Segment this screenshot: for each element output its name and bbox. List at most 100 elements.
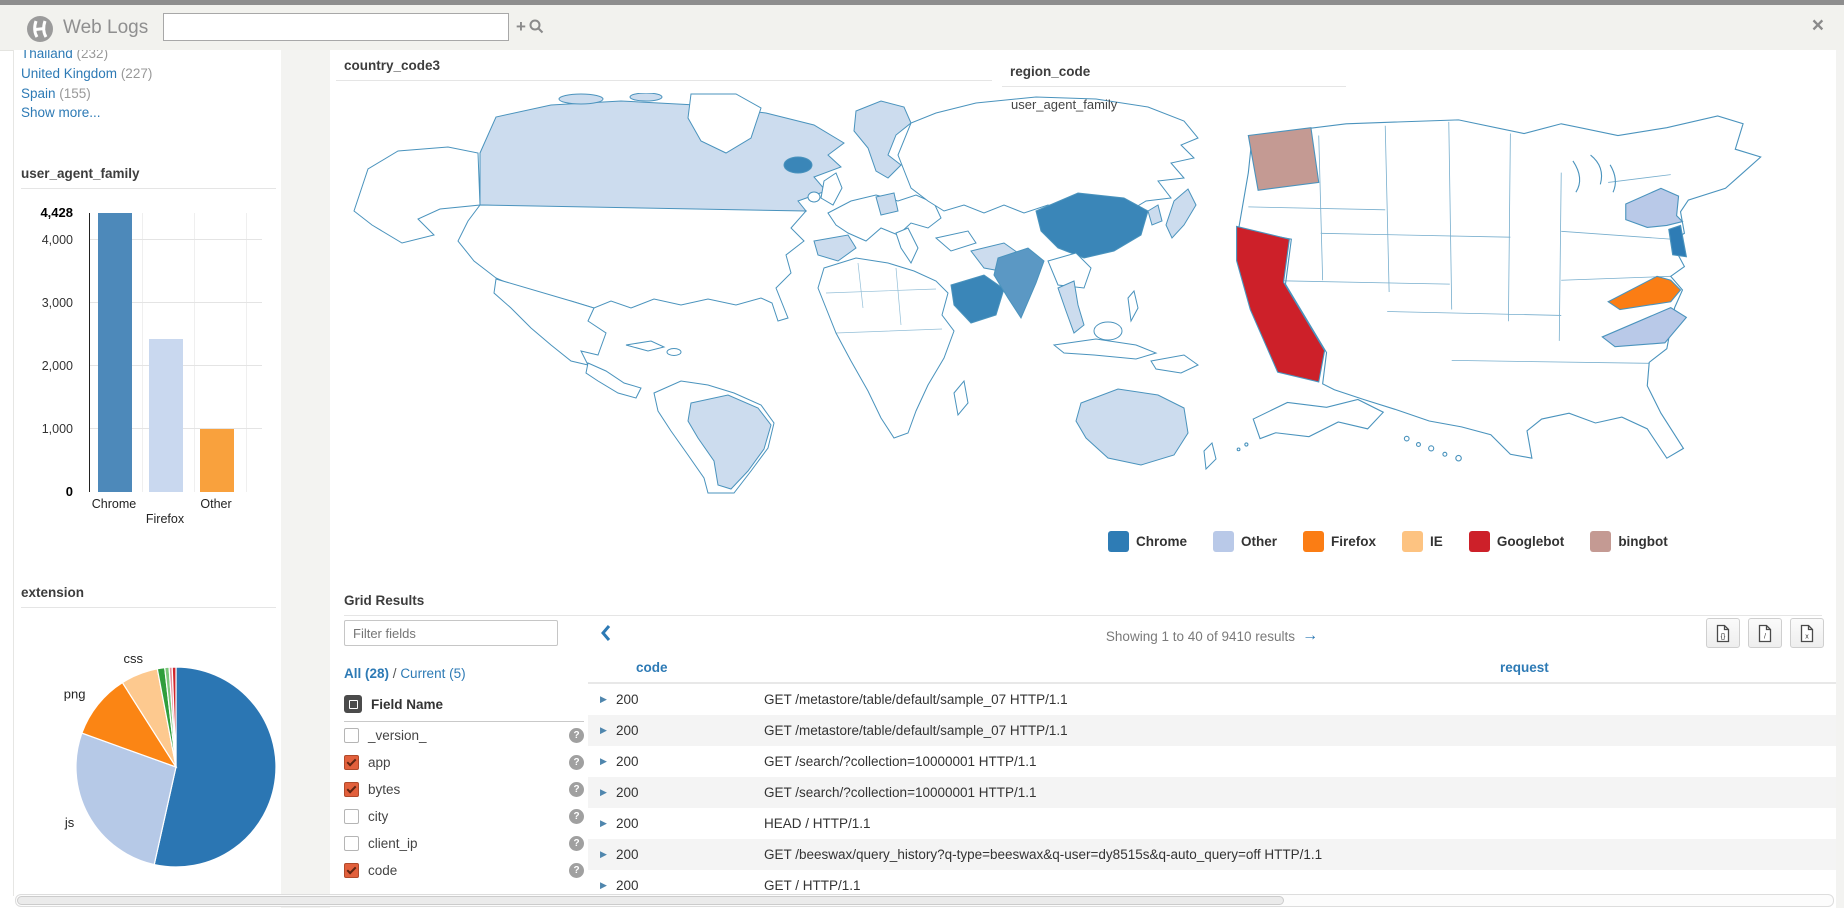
facet-sidebar: Thailand (232) United Kingdom (227) Spain … bbox=[13, 50, 281, 896]
table-row[interactable]: ▶ 200 GET /metastore/table/default/sample_… bbox=[588, 715, 1836, 746]
map-south-korea[interactable] bbox=[1148, 205, 1162, 225]
map-scandinavia[interactable] bbox=[854, 101, 911, 178]
svg-text:x: x bbox=[1805, 633, 1809, 640]
triangle-right-icon[interactable]: ▶ bbox=[600, 849, 607, 859]
table-row[interactable]: ▶ 200 GET /search/?collection=10000001 HTT… bbox=[588, 746, 1836, 777]
legend-item-bingbot: bingbot bbox=[1590, 531, 1668, 552]
map-brazil[interactable] bbox=[688, 395, 771, 489]
help-icon[interactable]: ? bbox=[569, 782, 584, 797]
table-row[interactable]: ▶ 200 HEAD / HTTP/1.1 bbox=[588, 808, 1836, 839]
triangle-right-icon[interactable]: ▶ bbox=[600, 787, 607, 797]
bar-y-axis: 0 1,000 2,000 3,000 4,000 4,428 bbox=[21, 205, 79, 499]
search-input[interactable] bbox=[163, 13, 509, 41]
help-icon[interactable]: ? bbox=[569, 728, 584, 743]
map-state-new-york[interactable] bbox=[1626, 188, 1683, 227]
map-africa-borders bbox=[826, 263, 942, 333]
legend-swatch bbox=[1590, 531, 1612, 552]
triangle-right-icon[interactable]: ▶ bbox=[600, 694, 607, 704]
map-state-new-jersey[interactable] bbox=[1669, 225, 1687, 256]
triangle-right-icon[interactable]: ▶ bbox=[600, 880, 607, 890]
world-choropleth-map[interactable] bbox=[336, 93, 1226, 498]
map-philippines bbox=[1128, 291, 1138, 321]
filter-fields-input[interactable] bbox=[344, 620, 558, 646]
field-checkbox-code[interactable] bbox=[344, 863, 359, 878]
triangle-right-icon[interactable]: ▶ bbox=[600, 725, 607, 735]
map-india[interactable] bbox=[994, 248, 1044, 318]
map-mexico bbox=[494, 279, 606, 365]
collapse-panel-button[interactable] bbox=[600, 624, 612, 647]
show-more-link[interactable]: Show more... bbox=[21, 105, 101, 120]
field-checkbox-city[interactable] bbox=[344, 809, 359, 824]
horizontal-scrollbar[interactable] bbox=[15, 894, 1834, 907]
map-indochina bbox=[1048, 253, 1091, 288]
us-map-widget: region_code user_agent_family bbox=[1002, 50, 1842, 466]
triangle-right-icon[interactable]: ▶ bbox=[600, 818, 607, 828]
us-choropleth-map[interactable] bbox=[1224, 114, 1830, 466]
cell-request: GET /search/?collection=10000001 HTTP/1.… bbox=[764, 754, 1037, 769]
download-json-icon[interactable]: {} bbox=[1706, 618, 1740, 648]
map-japan[interactable] bbox=[1166, 189, 1196, 238]
field-checkbox-bytes[interactable] bbox=[344, 782, 359, 797]
bar-firefox[interactable] bbox=[149, 338, 183, 492]
map-spain[interactable] bbox=[814, 235, 856, 261]
bar-chrome[interactable] bbox=[98, 213, 132, 492]
bar-gridline-v bbox=[142, 213, 143, 492]
add-search-button[interactable]: + bbox=[516, 17, 545, 35]
field-checkbox-_version_[interactable] bbox=[344, 728, 359, 743]
help-icon[interactable]: ? bbox=[569, 755, 584, 770]
table-row[interactable]: ▶ 200 GET /metastore/table/default/sample_… bbox=[588, 684, 1836, 715]
cell-code: 200 bbox=[616, 847, 639, 862]
facet-link[interactable]: Spain bbox=[21, 86, 56, 101]
map-saudi-arabia[interactable] bbox=[951, 275, 1004, 323]
field-row-code: code? bbox=[344, 857, 584, 884]
field-row-bytes: bytes? bbox=[344, 776, 584, 803]
download-csv-icon[interactable]: / bbox=[1748, 618, 1782, 648]
map-arctic-island[interactable] bbox=[630, 93, 662, 101]
bar-other[interactable] bbox=[200, 429, 234, 492]
map-china[interactable] bbox=[1036, 193, 1148, 258]
world-map-widget: country_code3 bbox=[336, 50, 1236, 498]
map-state-washington[interactable] bbox=[1248, 128, 1318, 191]
help-icon[interactable]: ? bbox=[569, 836, 584, 851]
hue-logo-icon[interactable] bbox=[25, 14, 55, 49]
download-xls-icon[interactable]: x bbox=[1790, 618, 1824, 648]
map-state-virginia[interactable] bbox=[1608, 276, 1680, 309]
field-label: city bbox=[368, 809, 389, 824]
facet-count: (155) bbox=[55, 86, 91, 101]
close-icon[interactable]: × bbox=[1811, 14, 1824, 37]
table-row[interactable]: ▶ 200 GET /search/?collection=10000001 HTT… bbox=[588, 777, 1836, 808]
legend-label: Other bbox=[1241, 534, 1278, 549]
pie-slice[interactable] bbox=[154, 667, 276, 867]
triangle-right-icon[interactable]: ▶ bbox=[600, 756, 607, 766]
table-row[interactable]: ▶ 200 GET /beeswax/query_history?q-type=be… bbox=[588, 839, 1836, 870]
pie-slice-js[interactable] bbox=[76, 733, 176, 865]
map-arctic-island[interactable] bbox=[559, 94, 603, 104]
horizontal-scrollbar-thumb[interactable] bbox=[17, 896, 1284, 905]
help-icon[interactable]: ? bbox=[569, 809, 584, 824]
facet-link[interactable]: Thailand bbox=[21, 50, 73, 61]
field-checkbox-client_ip[interactable] bbox=[344, 836, 359, 851]
facet-link[interactable]: United Kingdom bbox=[21, 66, 118, 81]
map-iceland[interactable] bbox=[784, 157, 812, 173]
all-fields-link[interactable]: All (28) bbox=[344, 666, 390, 681]
map-thailand[interactable] bbox=[1058, 281, 1084, 333]
map-hawaii-island bbox=[1443, 452, 1447, 456]
bar-y-tick: 3,000 bbox=[41, 295, 73, 310]
map-canada[interactable] bbox=[480, 101, 844, 211]
us-map-title: region_code bbox=[1002, 50, 1346, 87]
map-australia[interactable] bbox=[1076, 389, 1188, 465]
map-state-north-carolina[interactable] bbox=[1602, 308, 1686, 347]
link-separator: / bbox=[392, 666, 397, 681]
map-state-california[interactable] bbox=[1237, 226, 1325, 381]
field-checkbox-app[interactable] bbox=[344, 755, 359, 770]
map-germany[interactable] bbox=[876, 193, 898, 215]
column-header-request[interactable]: request bbox=[1500, 660, 1549, 675]
next-page-arrow-icon[interactable]: → bbox=[1302, 627, 1319, 644]
select-all-checkbox[interactable] bbox=[344, 695, 362, 713]
help-icon[interactable]: ? bbox=[569, 863, 584, 878]
pie-slice[interactable] bbox=[172, 667, 176, 767]
table-row[interactable]: ▶ 200 GET / HTTP/1.1 bbox=[588, 870, 1836, 901]
column-header-code[interactable]: code bbox=[636, 660, 668, 675]
legend-label: Firefox bbox=[1331, 534, 1377, 549]
current-fields-link[interactable]: Current (5) bbox=[400, 666, 466, 681]
